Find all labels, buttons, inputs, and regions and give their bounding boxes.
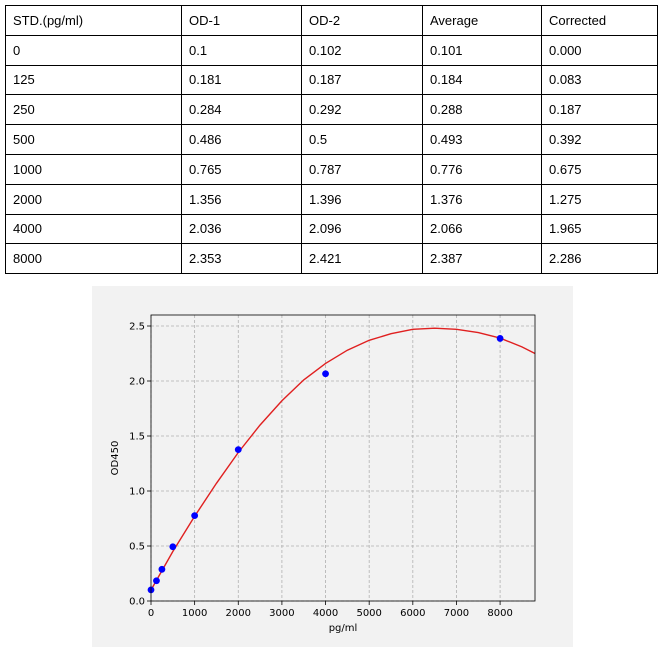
fit-curve-line	[150, 327, 536, 591]
table-cell: 125	[5, 64, 182, 96]
table-cell: 0.101	[422, 34, 542, 66]
curve-layer	[150, 327, 536, 591]
table-header-cell: OD-1	[181, 5, 302, 36]
data-point	[169, 543, 177, 551]
x-tick-label: 5000	[356, 608, 381, 619]
table-cell: 2.421	[301, 243, 423, 275]
table-cell: 0.493	[422, 124, 542, 155]
x-tick-label: 4000	[313, 608, 338, 619]
data-point	[191, 512, 199, 520]
standard-curve-chart: 0 1000 2000 3000 4000 5000 6000 7000 8000 0.0 0.5 1…	[92, 286, 573, 647]
y-tick-label: 2.0	[129, 377, 145, 388]
table-cell: 0	[5, 34, 182, 66]
table-cell: 1.275	[541, 183, 658, 215]
table-cell: 2.387	[422, 243, 542, 275]
table-cell: 0.181	[181, 64, 302, 96]
table-cell: 0.284	[181, 94, 302, 126]
x-tick-label: 7000	[444, 608, 469, 619]
table-row: 4000 2.036 2.096 2.066 1.965	[5, 213, 658, 245]
points-layer	[147, 335, 504, 594]
table-header-cell: Corrected	[541, 5, 658, 36]
table-cell: 0.392	[541, 124, 658, 155]
table-cell: 1.965	[541, 213, 658, 245]
table-cell: 0.288	[422, 94, 542, 126]
table-cell: 0.184	[422, 64, 542, 96]
x-tick-label: 6000	[400, 608, 425, 619]
table-header-cell: STD.(pg/ml)	[5, 5, 182, 36]
table-cell: 250	[5, 94, 182, 126]
table-cell: 500	[5, 124, 182, 155]
table-cell: 0.102	[301, 34, 423, 66]
table-cell: 2.036	[181, 213, 302, 245]
table-cell: 0.787	[301, 153, 423, 185]
x-tick-label: 2000	[226, 608, 251, 619]
x-tick-label: 3000	[269, 608, 294, 619]
chart-svg: 0 1000 2000 3000 4000 5000 6000 7000 8000 0.0 0.5 1…	[110, 314, 536, 634]
table-cell: 0.486	[181, 124, 302, 155]
table-cell: 1.376	[422, 183, 542, 215]
y-tick-label: 0.5	[129, 542, 145, 553]
table-cell: 0.292	[301, 94, 423, 126]
table-cell: 2.066	[422, 213, 542, 245]
data-point	[158, 565, 166, 573]
x-tick-label: 1000	[182, 608, 207, 619]
table-cell: 0.083	[541, 64, 658, 96]
table-row: 125 0.181 0.187 0.184 0.083	[5, 64, 658, 96]
table-cell: 1000	[5, 153, 182, 185]
table-row: 250 0.284 0.292 0.288 0.187	[5, 94, 658, 126]
table-cell: 0.187	[541, 94, 658, 126]
plot-frame	[150, 314, 536, 602]
y-axis-label: OD450	[110, 441, 121, 476]
y-tick-label: 0.0	[129, 597, 145, 608]
table-header-cell: Average	[422, 5, 542, 36]
table-cell: 0.1	[181, 34, 302, 66]
table-cell: 0.776	[422, 153, 542, 185]
table-cell: 0.5	[301, 124, 423, 155]
table-row: 500 0.486 0.5 0.493 0.392	[5, 124, 658, 155]
ticks-layer: 0 1000 2000 3000 4000 5000 6000 7000 8000 0.0 0.5 1…	[129, 322, 513, 620]
table-header-cell: OD-2	[301, 5, 423, 36]
table-cell: 2.096	[301, 213, 423, 245]
standard-curve-table: STD.(pg/ml) OD-1 OD-2 Average Corrected 0 0.1 0…	[5, 5, 658, 275]
x-tick-label: 0	[148, 608, 154, 619]
table-cell: 0.765	[181, 153, 302, 185]
table-header-row: STD.(pg/ml) OD-1 OD-2 Average Corrected	[5, 5, 658, 36]
y-tick-label: 1.0	[129, 487, 145, 498]
table-cell: 0.000	[541, 34, 658, 66]
table-cell: 4000	[5, 213, 182, 245]
table-row: 0 0.1 0.102 0.101 0.000	[5, 34, 658, 66]
table-cell: 1.356	[181, 183, 302, 215]
table-cell: 0.187	[301, 64, 423, 96]
y-tick-label: 1.5	[129, 432, 145, 443]
table-cell: 2000	[5, 183, 182, 215]
data-point	[234, 446, 242, 454]
table-cell: 8000	[5, 243, 182, 275]
x-tick-label: 8000	[487, 608, 512, 619]
table-row: 8000 2.353 2.421 2.387 2.286	[5, 243, 658, 275]
data-point	[496, 335, 504, 342]
table-cell: 1.396	[301, 183, 423, 215]
data-point	[153, 577, 160, 585]
table-cell: 2.286	[541, 243, 658, 275]
table-cell: 2.353	[181, 243, 302, 275]
y-tick-label: 2.5	[129, 322, 145, 333]
table-cell: 0.675	[541, 153, 658, 185]
grid-layer	[150, 315, 535, 602]
data-point	[322, 370, 329, 378]
x-axis-label: pg/ml	[329, 623, 358, 634]
table-row: 2000 1.356 1.396 1.376 1.275	[5, 183, 658, 215]
table-row: 1000 0.765 0.787 0.776 0.675	[5, 153, 658, 185]
